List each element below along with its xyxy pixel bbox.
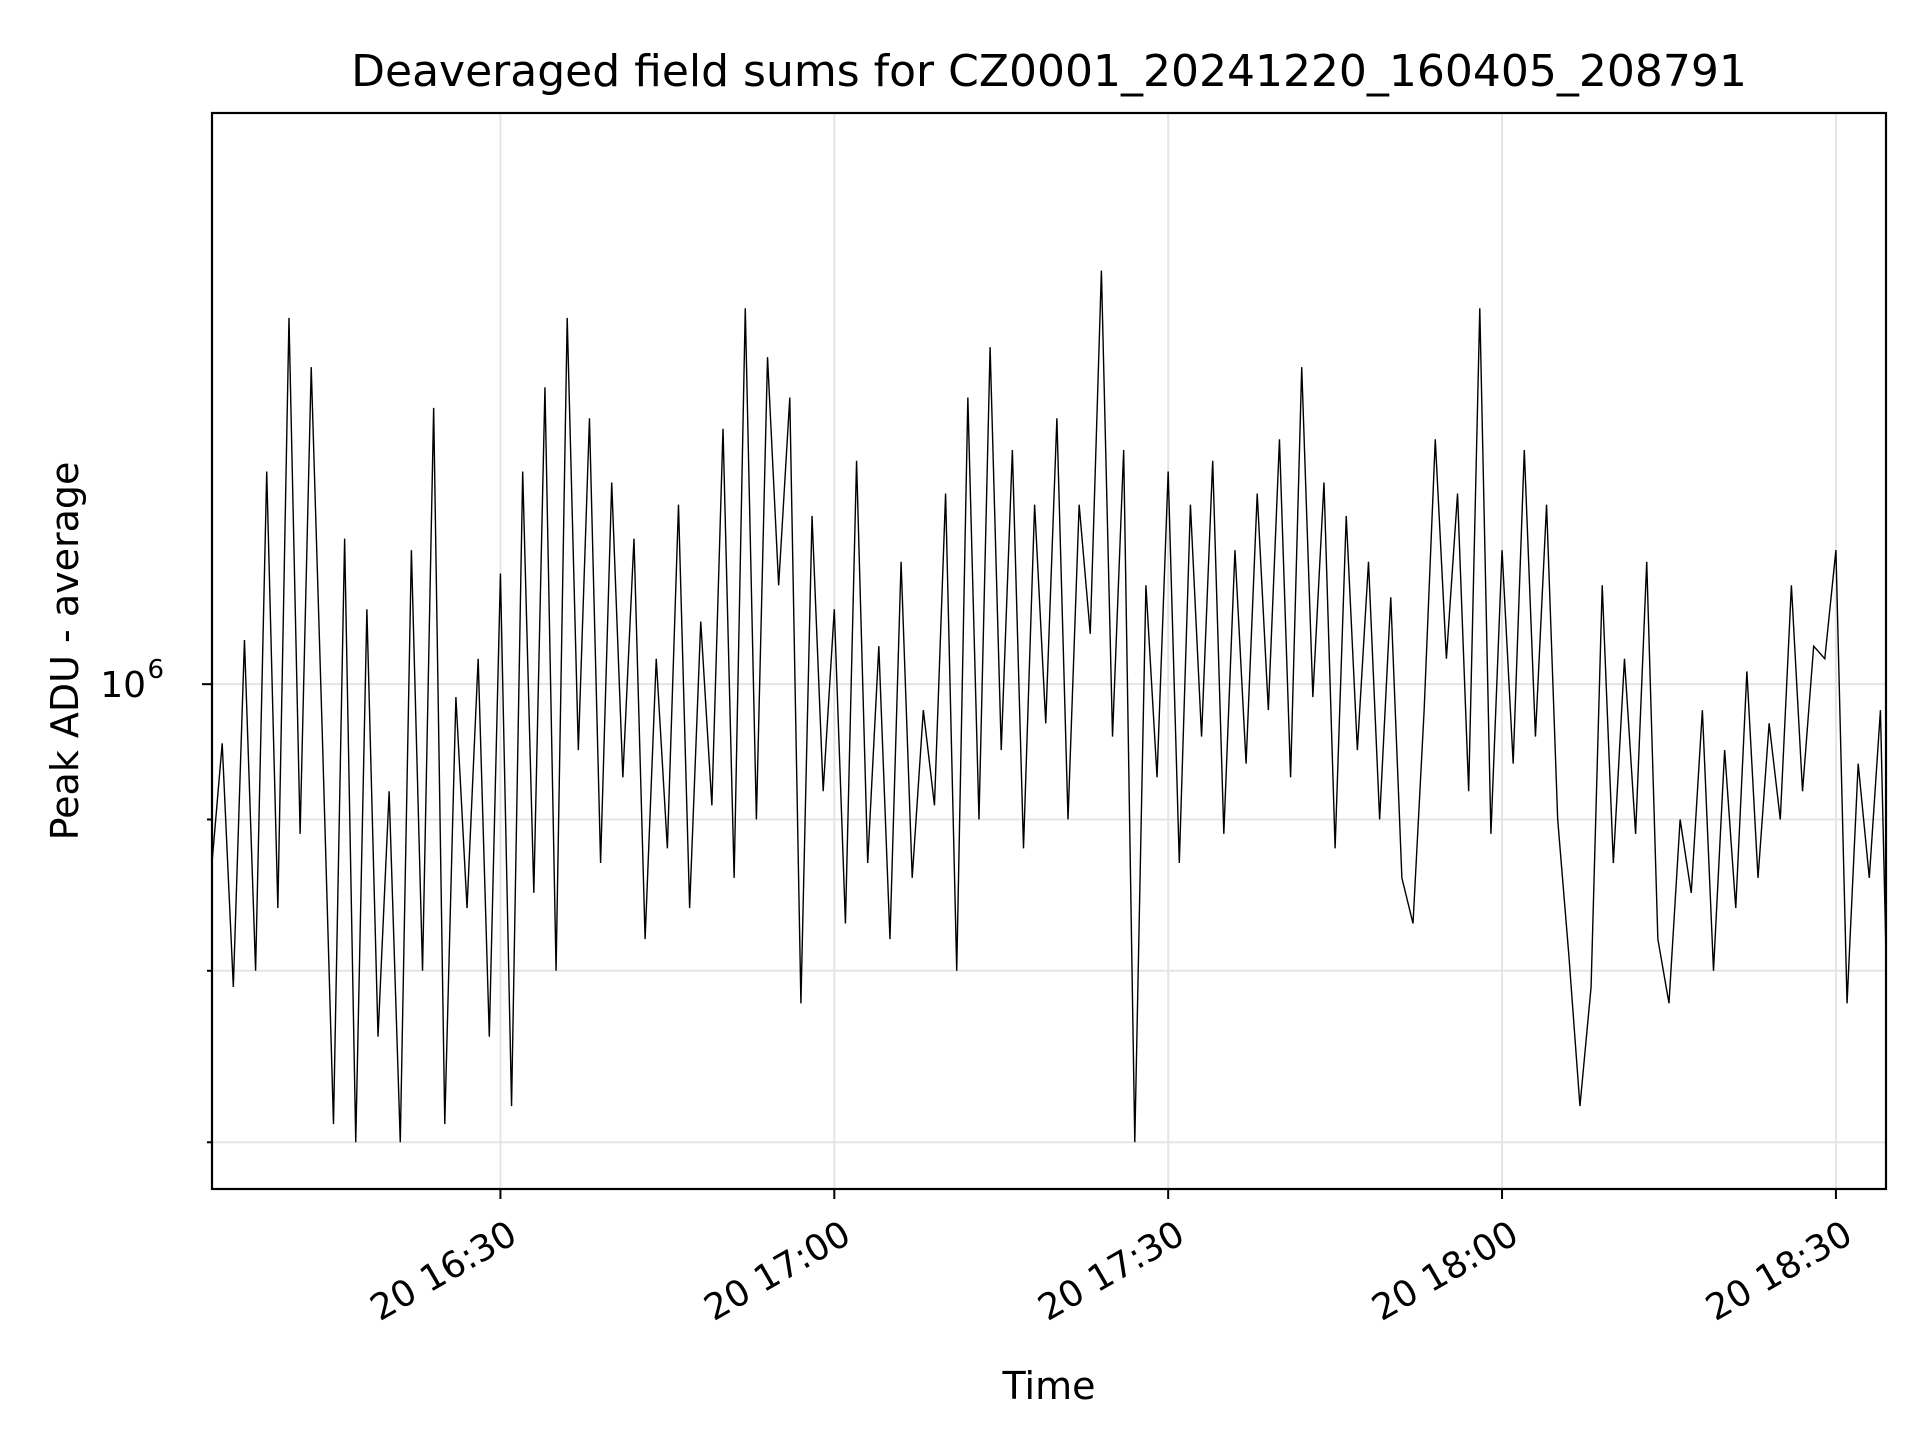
chart-title: Deaveraged field sums for CZ0001_2024122… <box>351 46 1747 97</box>
y-tick-label-exponent: 6 <box>147 655 164 685</box>
plot-area <box>211 270 1887 1143</box>
y-axis-label: Peak ADU - average <box>43 462 87 841</box>
series-line <box>211 270 1887 1143</box>
plot-frame <box>210 111 1888 1191</box>
y-tick-label: 10 <box>100 665 146 706</box>
x-axis-label: Time <box>1002 1364 1096 1408</box>
